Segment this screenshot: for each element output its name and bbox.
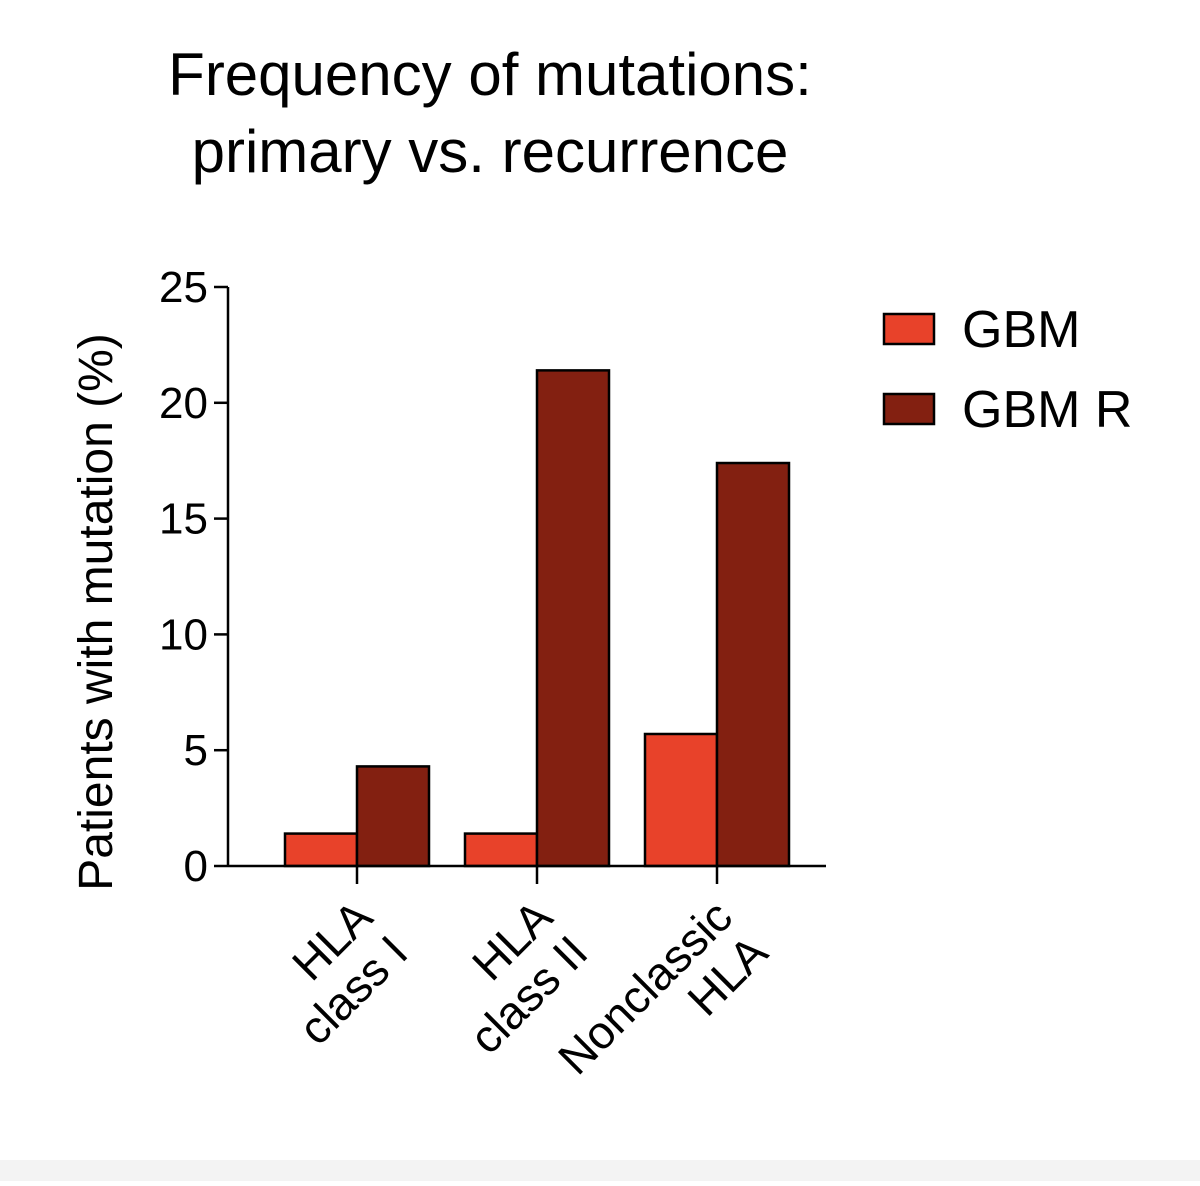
chart-title-line-2: primary vs. recurrence xyxy=(192,118,789,185)
y-tick-label-0: 0 xyxy=(184,842,208,891)
bar-gbm-2 xyxy=(643,732,719,868)
bar-gbm-r-0 xyxy=(355,765,431,868)
y-tick-label-15: 15 xyxy=(159,495,208,544)
bar-gbm-r-2 xyxy=(715,461,791,868)
bar-gbm-r-1 xyxy=(535,369,611,868)
bar-gbm-0 xyxy=(283,832,359,868)
bottom-strip xyxy=(0,1160,1200,1181)
legend: GBM GBM R xyxy=(882,301,1132,439)
y-tick-label-25: 25 xyxy=(159,263,208,312)
legend-swatch-1 xyxy=(882,392,936,426)
legend-swatch-0 xyxy=(882,312,936,346)
legend-label-0: GBM xyxy=(962,301,1080,359)
y-tick-label-5: 5 xyxy=(184,726,208,775)
legend-label-1: GBM R xyxy=(962,381,1132,439)
y-tick-label-20: 20 xyxy=(159,379,208,428)
y-axis-label: Patients with mutation (%) xyxy=(70,333,123,891)
chart-title-line-1: Frequency of mutations: xyxy=(168,41,812,108)
bar-gbm-1 xyxy=(463,832,539,868)
y-tick-label-10: 10 xyxy=(159,610,208,659)
